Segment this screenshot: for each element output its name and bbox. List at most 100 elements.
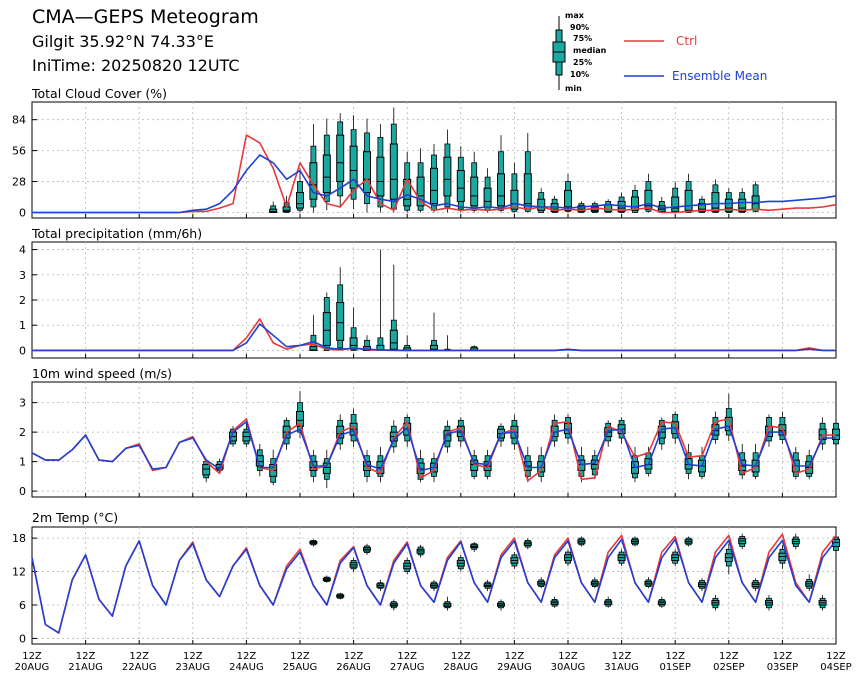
series-line-mean [31,420,836,472]
y-tick-label: 4 [19,244,26,257]
x-tick-hour: 12Z [76,651,96,662]
box-p25-p75 [510,189,519,210]
box-p25-p75 [416,176,425,207]
legend-box-label: 10% [570,70,589,79]
box-p25-p75 [443,156,452,197]
legend-box-label: 75% [573,34,592,43]
box-p25-p75 [336,134,345,183]
y-tick-label: 3 [19,269,26,282]
y-tick-label: 18 [12,532,26,545]
x-tick-hour: 12Z [612,651,632,662]
box-p25-p75 [497,173,505,207]
y-tick-label: 2 [19,294,26,307]
y-tick-label: 6 [19,599,26,612]
box-p25-p75 [309,162,318,200]
y-tick-label: 1 [19,456,26,469]
legend-box-label: min [565,84,582,93]
box-p25-p75 [389,329,398,350]
x-tick-date: 04SEP [820,662,851,673]
box-p25-p75 [724,416,733,432]
y-tick-label: 2 [19,426,26,439]
x-tick-date: 21AUG [68,662,103,673]
box-p25-p75 [644,189,653,210]
box-p25-p75 [577,205,586,212]
panel-title-wind: 10m wind speed (m/s) [32,366,172,381]
x-tick-hour: 12Z [397,651,417,662]
x-tick-hour: 12Z [826,651,846,662]
y-tick-label: 28 [12,176,26,189]
y-tick-label: 56 [12,145,26,158]
box-p25-p75 [738,198,747,212]
legend-box-label: 90% [570,23,589,32]
legend-box-label: max [565,11,585,20]
box-p25-p75 [363,151,371,194]
x-tick-hour: 12Z [183,651,203,662]
x-tick-hour: 12Z [505,651,525,662]
y-tick-label: 1 [19,319,26,332]
x-tick-date: 28AUG [443,662,478,673]
x-tick-date: 24AUG [229,662,264,673]
series-line-mean [31,538,837,634]
legend-ctrl-label: Ctrl [676,34,697,48]
init-time: IniTime: 20250820 12UTC [32,56,240,75]
y-tick-label: 0 [19,485,26,498]
meteogram-title: CMA—GEPS Meteogram [32,6,259,28]
box-p25-p75 [322,154,331,194]
box-p25-p75 [671,196,680,212]
box-p25-p75 [631,196,639,211]
x-tick-hour: 12Z [773,651,793,662]
legend-box-label: 25% [573,58,592,67]
panel-frame [31,101,837,219]
x-tick-hour: 12Z [451,651,471,662]
box-p25-p75 [202,464,211,476]
station-location: Gilgit 35.92°N 74.33°E [32,32,215,51]
box-p25-p75 [483,187,492,208]
x-tick-hour: 12Z [290,651,310,662]
box-p25-p75 [684,189,693,211]
y-tick-label: 0 [19,632,26,645]
box-p25-p75 [430,167,438,205]
x-tick-date: 23AUG [175,662,210,673]
series-line-mean [32,323,836,352]
legend-box-label: median [573,46,607,55]
panel-frame [31,526,837,645]
box-p25-p75 [604,204,613,212]
box-p25-p75 [349,145,358,189]
panel-title-precip: Total precipitation (mm/6h) [32,226,203,241]
panel-title-temp: 2m Temp (°C) [32,510,119,525]
box-p25-p75 [322,462,331,474]
x-tick-date: 27AUG [390,662,425,673]
box-p25-p75 [456,169,465,202]
box-p25-p75 [322,312,331,346]
box-p25-p75 [269,208,278,213]
y-tick-label: 84 [12,114,26,127]
panel-title-cloud: Total Cloud Cover (%) [32,86,168,101]
x-tick-hour: 12Z [129,651,149,662]
box-p25-p75 [309,346,318,351]
box-p25-p75 [470,176,479,207]
x-tick-hour: 12Z [344,651,364,662]
x-tick-date: 30AUG [551,662,586,673]
x-tick-hour: 12Z [237,651,257,662]
x-tick-hour: 12Z [719,651,739,662]
x-tick-date: 01SEP [659,662,690,673]
series-line-mean [32,154,837,214]
x-tick-date: 20AUG [15,662,50,673]
box-p25-p75 [443,430,452,442]
box-p25-p75 [564,189,572,211]
box-p25-p75 [296,410,304,427]
x-tick-hour: 12Z [558,651,578,662]
box-p25-p75 [336,302,345,341]
box-p25-p75 [724,198,733,212]
legend-mean-label: Ensemble Mean [672,69,767,83]
x-tick-date: 02SEP [713,662,744,673]
x-tick-date: 26AUG [336,662,371,673]
x-tick-date: 22AUG [122,662,157,673]
box-p25-p75 [711,192,720,212]
x-tick-date: 03SEP [767,662,798,673]
box-p25-p75 [389,143,398,200]
box-p25-p75 [537,198,546,211]
y-tick-label: 0 [19,206,26,219]
x-tick-date: 31AUG [604,662,639,673]
